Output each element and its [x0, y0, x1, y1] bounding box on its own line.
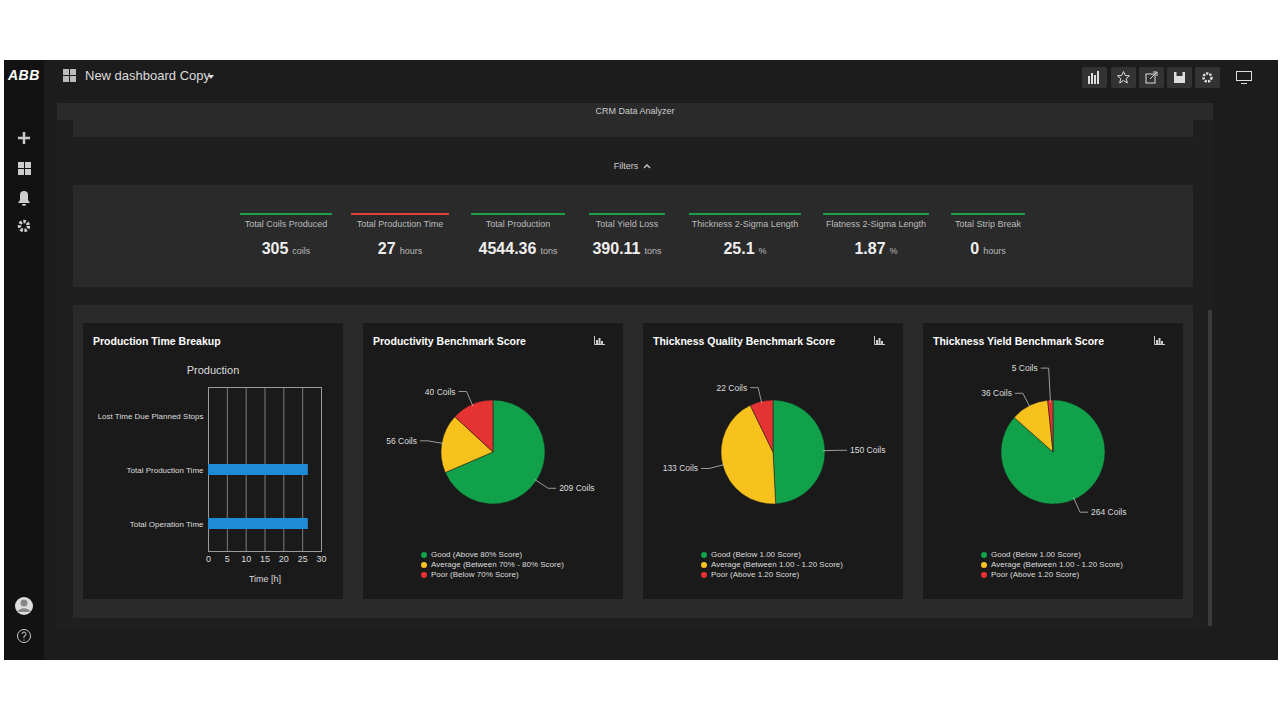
html-text:Average (Between 1.00 - 1.20 S: Average (Between 1.00 - 1.20 Score) — [711, 560, 843, 570]
html-text:Thickness Yield Benchmark Scor: Thickness Yield Benchmark Score — [933, 335, 1104, 347]
svg-text:Lost Time Due Planned Stops: Lost Time Due Planned Stops — [98, 412, 204, 421]
html-text:Total Production: Total Production — [485, 219, 551, 229]
html-text:Poor (Above 1.20 Score): Poor (Above 1.20 Score) — [991, 570, 1079, 580]
html-text:Poor (Above 1.20 Score): Poor (Above 1.20 Score) — [711, 570, 799, 580]
svg-text:5: 5 — [225, 554, 230, 564]
svg-text:Time [h]: Time [h] — [249, 574, 281, 584]
svg-text:150 Coils: 150 Coils — [850, 445, 885, 455]
svg-text:133 Coils: 133 Coils — [663, 463, 698, 473]
html-text:CRM Data Analyzer: CRM Data Analyzer — [595, 106, 675, 116]
html-text:4544.36 tons: 4544.36 tons — [478, 240, 558, 257]
html-text:Filters: Filters — [613, 161, 639, 171]
svg-text:36 Coils: 36 Coils — [981, 388, 1012, 398]
html-text:Average (Between 70% - 80% Sco: Average (Between 70% - 80% Score) — [431, 560, 564, 570]
html-text:New dashboard Copy: New dashboard Copy — [85, 68, 210, 83]
svg-text:Total Operation Time: Total Operation Time — [130, 520, 204, 529]
html-text:Production Time Breakup: Production Time Breakup — [93, 335, 221, 347]
svg-text:56 Coils: 56 Coils — [386, 436, 417, 446]
svg-text:40 Coils: 40 Coils — [425, 386, 456, 396]
html-text:305 coils: 305 coils — [261, 240, 311, 257]
svg-text:264 Coils: 264 Coils — [1091, 507, 1126, 517]
html-text:Good (Below 1.00 Score): Good (Below 1.00 Score) — [991, 550, 1081, 559]
svg-text:20: 20 — [279, 554, 289, 564]
html-text:Good (Above 80% Score): Good (Above 80% Score) — [431, 550, 523, 559]
html-text:Total Coils Produced: Total Coils Produced — [244, 219, 328, 229]
html-text:Total Yield Loss: Total Yield Loss — [595, 219, 659, 229]
html-text:Thickness Quality Benchmark Sc: Thickness Quality Benchmark Score — [653, 335, 836, 347]
html-text:Good (Below 1.00 Score): Good (Below 1.00 Score) — [711, 550, 801, 559]
html-text:Productivity Benchmark Score: Productivity Benchmark Score — [373, 335, 526, 347]
svg-text:Total Production Time: Total Production Time — [127, 466, 204, 475]
html-text:1.87 %: 1.87 % — [854, 240, 898, 257]
svg-text:209 Coils: 209 Coils — [559, 483, 594, 493]
svg-text:22 Coils: 22 Coils — [716, 383, 747, 393]
html-text:Total Production Time: Total Production Time — [356, 219, 444, 229]
html-text:Flatness 2-Sigma Length: Flatness 2-Sigma Length — [826, 219, 926, 229]
html-text:Production: Production — [186, 364, 240, 376]
html-text:Average (Between 1.00 - 1.20 S: Average (Between 1.00 - 1.20 Score) — [991, 560, 1123, 570]
html-text:27 hours: 27 hours — [377, 240, 423, 257]
svg-text:5 Coils: 5 Coils — [1012, 363, 1038, 373]
html-text:0 hours: 0 hours — [970, 240, 1006, 257]
html-text:25.1 %: 25.1 % — [723, 240, 767, 257]
svg-text:15: 15 — [260, 554, 270, 564]
html-text:390.11 tons: 390.11 tons — [592, 240, 662, 257]
html-text:Poor (Below 70% Score): Poor (Below 70% Score) — [431, 570, 519, 580]
html-text:ABB: ABB — [8, 67, 40, 83]
svg-text:0: 0 — [206, 554, 211, 564]
svg-text:25: 25 — [298, 554, 308, 564]
svg-text:30: 30 — [316, 554, 326, 564]
svg-text:10: 10 — [241, 554, 251, 564]
html-text:Thickness 2-Sigma Length: Thickness 2-Sigma Length — [691, 219, 799, 229]
html-text:Total Strip Break: Total Strip Break — [955, 219, 1021, 229]
